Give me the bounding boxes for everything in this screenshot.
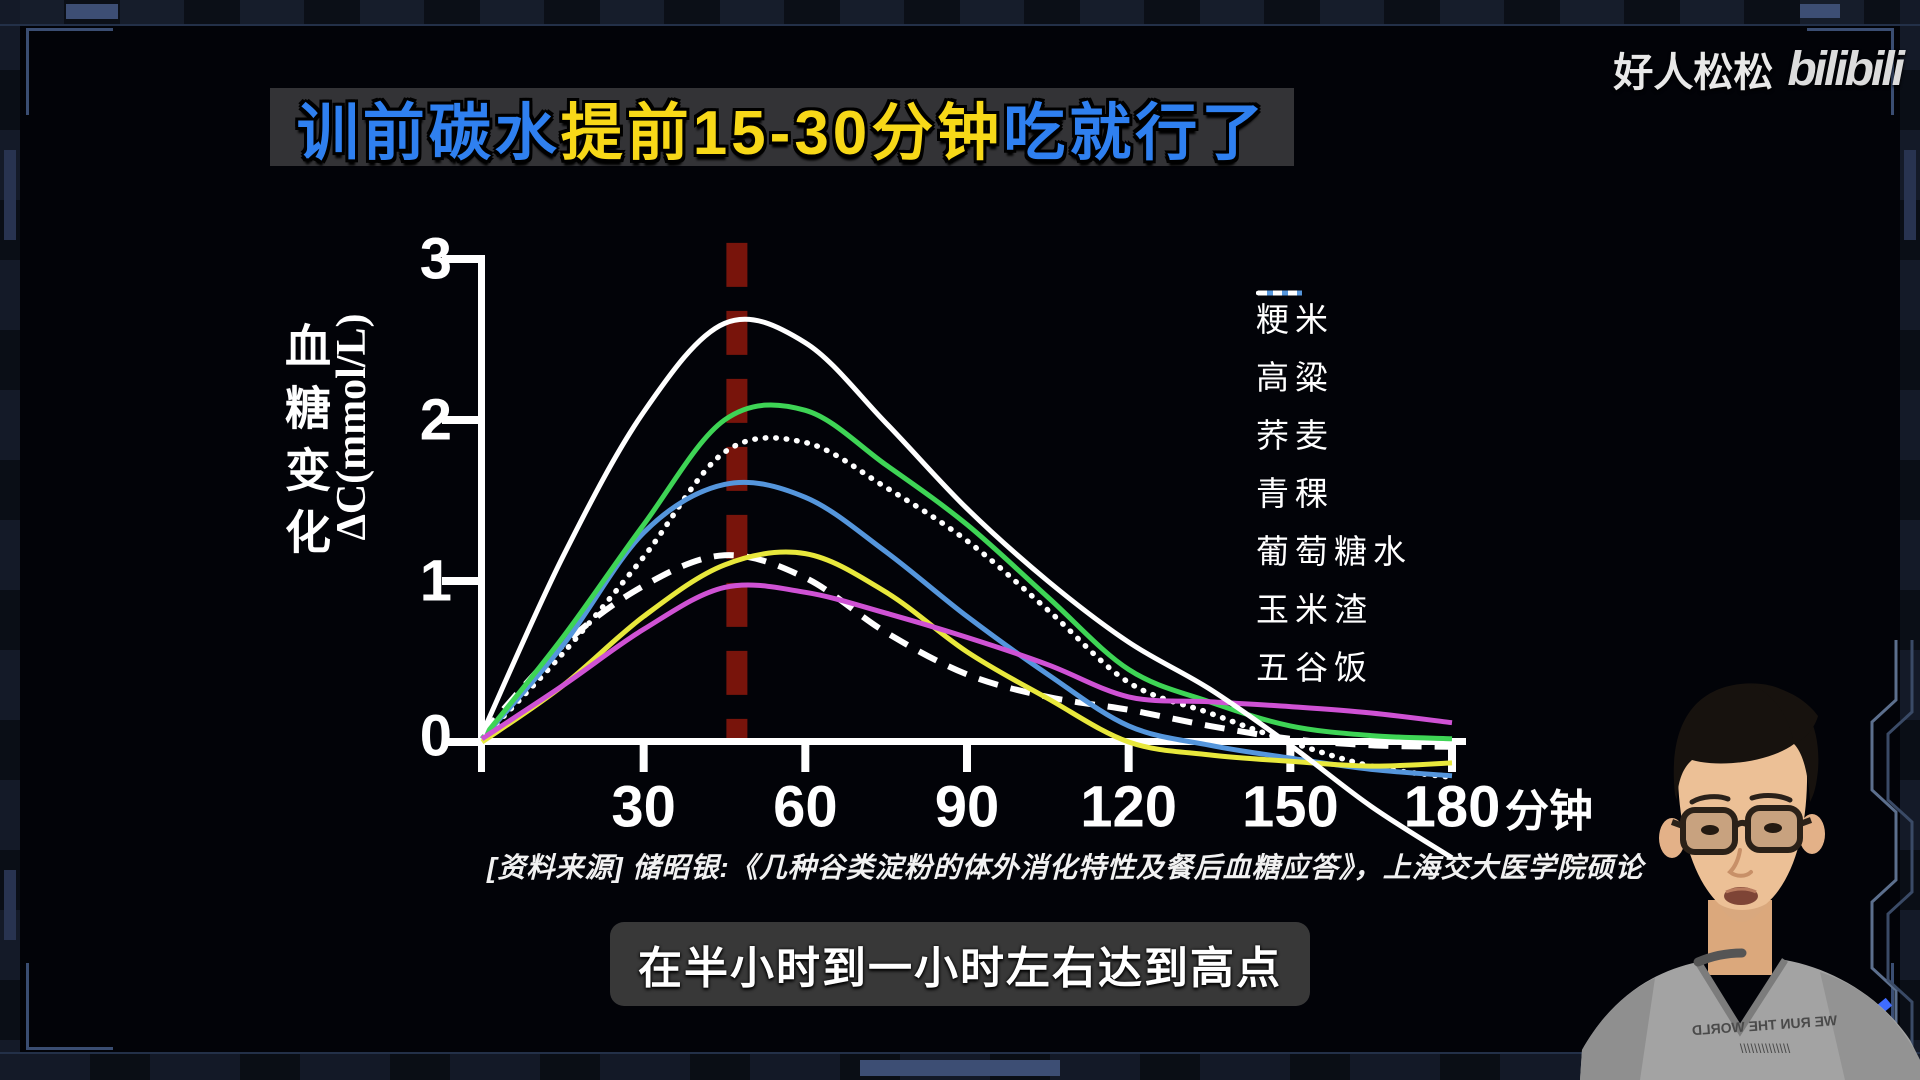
caption-pill: 在半小时到一小时左右达到高点 — [610, 922, 1310, 1006]
legend-swatch-dashed — [1258, 290, 1302, 296]
tick-label: 2 — [419, 387, 452, 453]
tick-label: 150 — [1241, 774, 1339, 840]
frame-edge-left — [0, 0, 20, 1080]
frame-line — [0, 1052, 1920, 1054]
frame-edge-right — [1900, 0, 1920, 1080]
legend-label: 高粱 — [1256, 361, 1334, 397]
x-axis-unit: 分钟 — [1505, 787, 1593, 836]
series-荞麦 — [480, 549, 1453, 769]
page-title: 训前碳水提前15-30分钟吃就行了 — [297, 82, 1268, 172]
title-segment: 吃就行了 — [1003, 99, 1268, 168]
tick-label: 3 — [419, 226, 452, 292]
series-青稞 — [480, 582, 1453, 741]
series-葡萄糖水 — [479, 316, 1454, 861]
tick-label: 0 — [419, 703, 452, 769]
title-segment: 提前15-30分钟 — [560, 99, 1004, 168]
chart-legend: 粳米高粱荞麦青稞葡萄糖水玉米渣五谷饭 — [1256, 288, 1412, 694]
tick-label: 180 — [1403, 774, 1501, 840]
legend-label: 青稞 — [1256, 477, 1334, 513]
title-bar: 训前碳水提前15-30分钟吃就行了 — [270, 88, 1294, 168]
tick-label: 30 — [611, 774, 676, 840]
frame-edge-top — [0, 0, 1920, 24]
tick-label: 120 — [1080, 774, 1178, 840]
watermark: 好人松松 bilibili — [1613, 40, 1905, 98]
frame-line — [0, 24, 1920, 26]
frame-deco — [66, 4, 118, 19]
frame-deco — [4, 150, 16, 240]
series-粳米 — [480, 402, 1453, 742]
tick-label: 60 — [773, 774, 838, 840]
caption-text: 在半小时到一小时左右达到高点 — [638, 944, 1282, 993]
legend-label: 葡萄糖水 — [1256, 535, 1412, 571]
legend-label: 玉米渣 — [1256, 593, 1373, 629]
frame-deco — [4, 870, 16, 940]
frame-deco — [1800, 4, 1840, 18]
corner-bracket — [1807, 28, 1894, 115]
legend-label: 粳米 — [1256, 303, 1334, 339]
legend-label: 五谷饭 — [1256, 651, 1373, 687]
legend-label: 荞麦 — [1256, 419, 1334, 455]
tick-label: 1 — [419, 548, 452, 614]
frame-deco — [1904, 150, 1916, 240]
tick-label: 90 — [934, 774, 1000, 840]
legend-item: 五谷饭 — [1256, 290, 1412, 694]
corner-bracket — [26, 28, 113, 115]
y-axis-label-cn: 血糖变化 — [279, 322, 331, 570]
series-玉米渣 — [480, 479, 1453, 779]
webcam-person: WE RUN THE WORLD ////////////// — [1580, 683, 1920, 1080]
frame-deco — [860, 1060, 1060, 1076]
channel-name: 好人松松 — [1613, 51, 1774, 95]
bilibili-logo: bilibili — [1787, 42, 1905, 96]
title-segment: 训前碳水 — [296, 99, 561, 168]
legend-item: 葡萄糖水 — [1256, 290, 1412, 578]
svg-text://////////////: ////////////// — [1739, 1041, 1790, 1056]
corner-bracket — [26, 963, 113, 1050]
series-五谷饭 — [479, 552, 1453, 750]
